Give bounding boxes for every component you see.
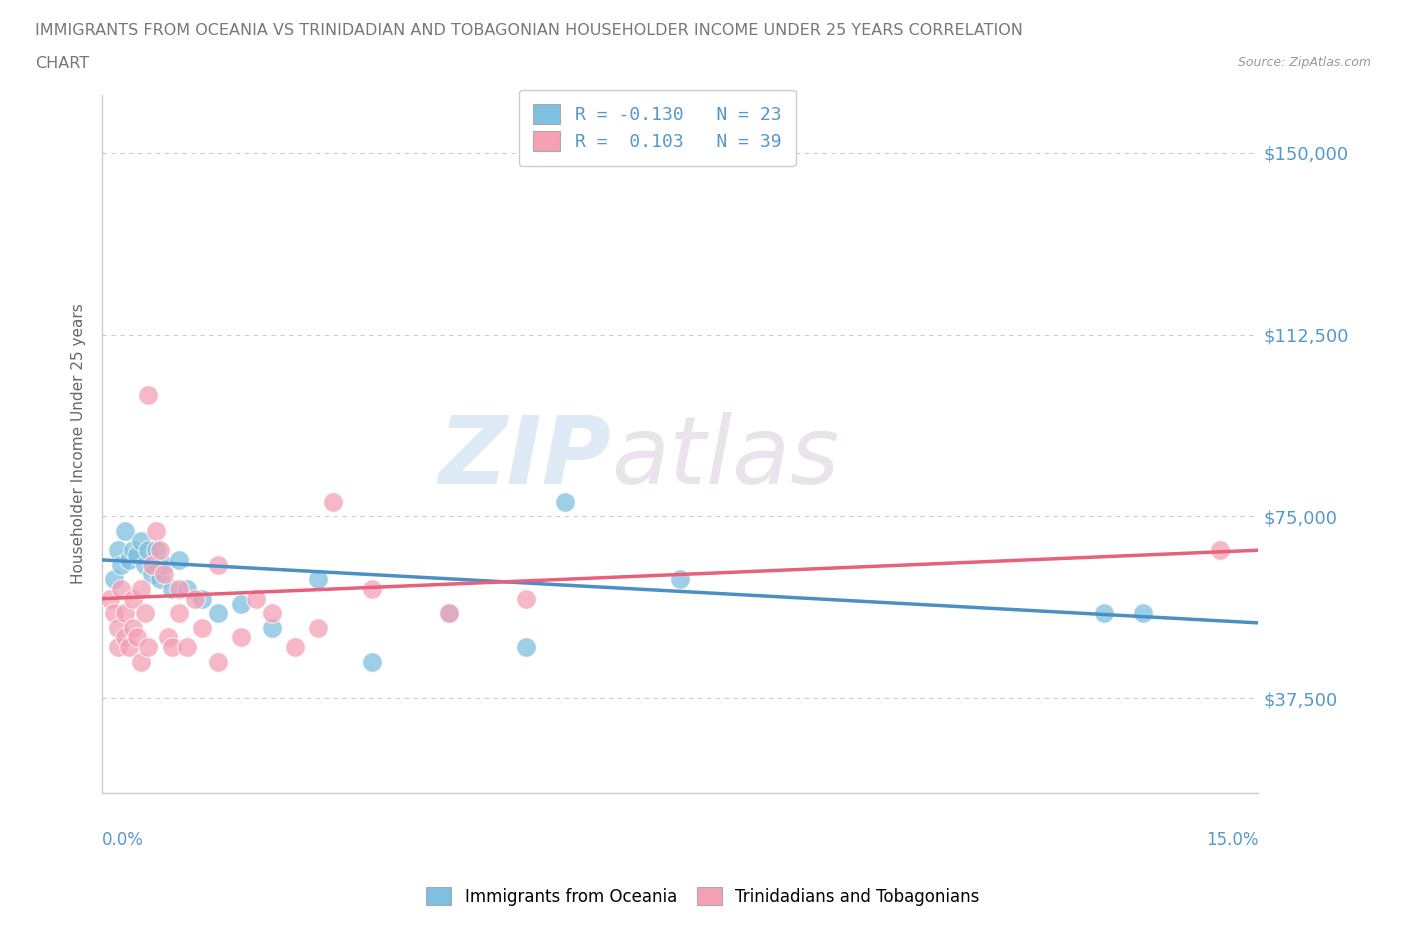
Point	[103, 605, 125, 620]
Point	[1132, 605, 1154, 620]
Text: atlas: atlas	[612, 412, 839, 503]
Point	[145, 543, 167, 558]
Point	[145, 524, 167, 538]
Point	[307, 620, 329, 635]
Point	[361, 654, 384, 669]
Point	[107, 620, 129, 635]
Text: 15.0%: 15.0%	[1206, 830, 1258, 849]
Point	[245, 591, 267, 606]
Point	[361, 581, 384, 596]
Point	[307, 572, 329, 587]
Point	[515, 640, 537, 655]
Point	[118, 640, 141, 655]
Point	[110, 581, 132, 596]
Point	[156, 630, 179, 644]
Point	[183, 591, 205, 606]
Point	[129, 533, 152, 548]
Point	[114, 524, 136, 538]
Text: 0.0%: 0.0%	[103, 830, 143, 849]
Point	[207, 605, 229, 620]
Point	[118, 552, 141, 567]
Point	[98, 591, 121, 606]
Point	[129, 581, 152, 596]
Point	[260, 605, 283, 620]
Point	[229, 596, 252, 611]
Point	[153, 557, 176, 572]
Point	[103, 572, 125, 587]
Point	[122, 543, 145, 558]
Point	[515, 591, 537, 606]
Point	[191, 620, 214, 635]
Point	[260, 620, 283, 635]
Point	[284, 640, 307, 655]
Point	[160, 640, 183, 655]
Text: IMMIGRANTS FROM OCEANIA VS TRINIDADIAN AND TOBAGONIAN HOUSEHOLDER INCOME UNDER 2: IMMIGRANTS FROM OCEANIA VS TRINIDADIAN A…	[35, 23, 1024, 38]
Point	[134, 605, 156, 620]
Point	[160, 581, 183, 596]
Point	[1092, 605, 1115, 620]
Point	[176, 581, 198, 596]
Legend: R = -0.130   N = 23, R =  0.103   N = 39: R = -0.130 N = 23, R = 0.103 N = 39	[519, 90, 796, 166]
Text: Source: ZipAtlas.com: Source: ZipAtlas.com	[1237, 56, 1371, 69]
Point	[122, 620, 145, 635]
Point	[176, 640, 198, 655]
Point	[153, 567, 176, 582]
Point	[207, 654, 229, 669]
Point	[110, 557, 132, 572]
Text: CHART: CHART	[35, 56, 89, 71]
Point	[125, 548, 148, 563]
Point	[141, 567, 163, 582]
Point	[669, 572, 692, 587]
Point	[437, 605, 460, 620]
Point	[138, 543, 160, 558]
Point	[138, 640, 160, 655]
Point	[149, 543, 172, 558]
Point	[169, 581, 191, 596]
Point	[207, 557, 229, 572]
Point	[229, 630, 252, 644]
Point	[554, 495, 576, 510]
Point	[114, 630, 136, 644]
Point	[134, 557, 156, 572]
Point	[169, 552, 191, 567]
Point	[122, 591, 145, 606]
Text: ZIP: ZIP	[439, 412, 612, 503]
Legend: Immigrants from Oceania, Trinidadians and Tobagonians: Immigrants from Oceania, Trinidadians an…	[419, 881, 987, 912]
Point	[107, 543, 129, 558]
Point	[169, 605, 191, 620]
Point	[114, 605, 136, 620]
Point	[322, 495, 344, 510]
Point	[1209, 543, 1232, 558]
Point	[129, 654, 152, 669]
Point	[191, 591, 214, 606]
Point	[437, 605, 460, 620]
Point	[149, 572, 172, 587]
Point	[141, 557, 163, 572]
Point	[125, 630, 148, 644]
Point	[138, 388, 160, 403]
Y-axis label: Householder Income Under 25 years: Householder Income Under 25 years	[72, 303, 86, 584]
Point	[107, 640, 129, 655]
